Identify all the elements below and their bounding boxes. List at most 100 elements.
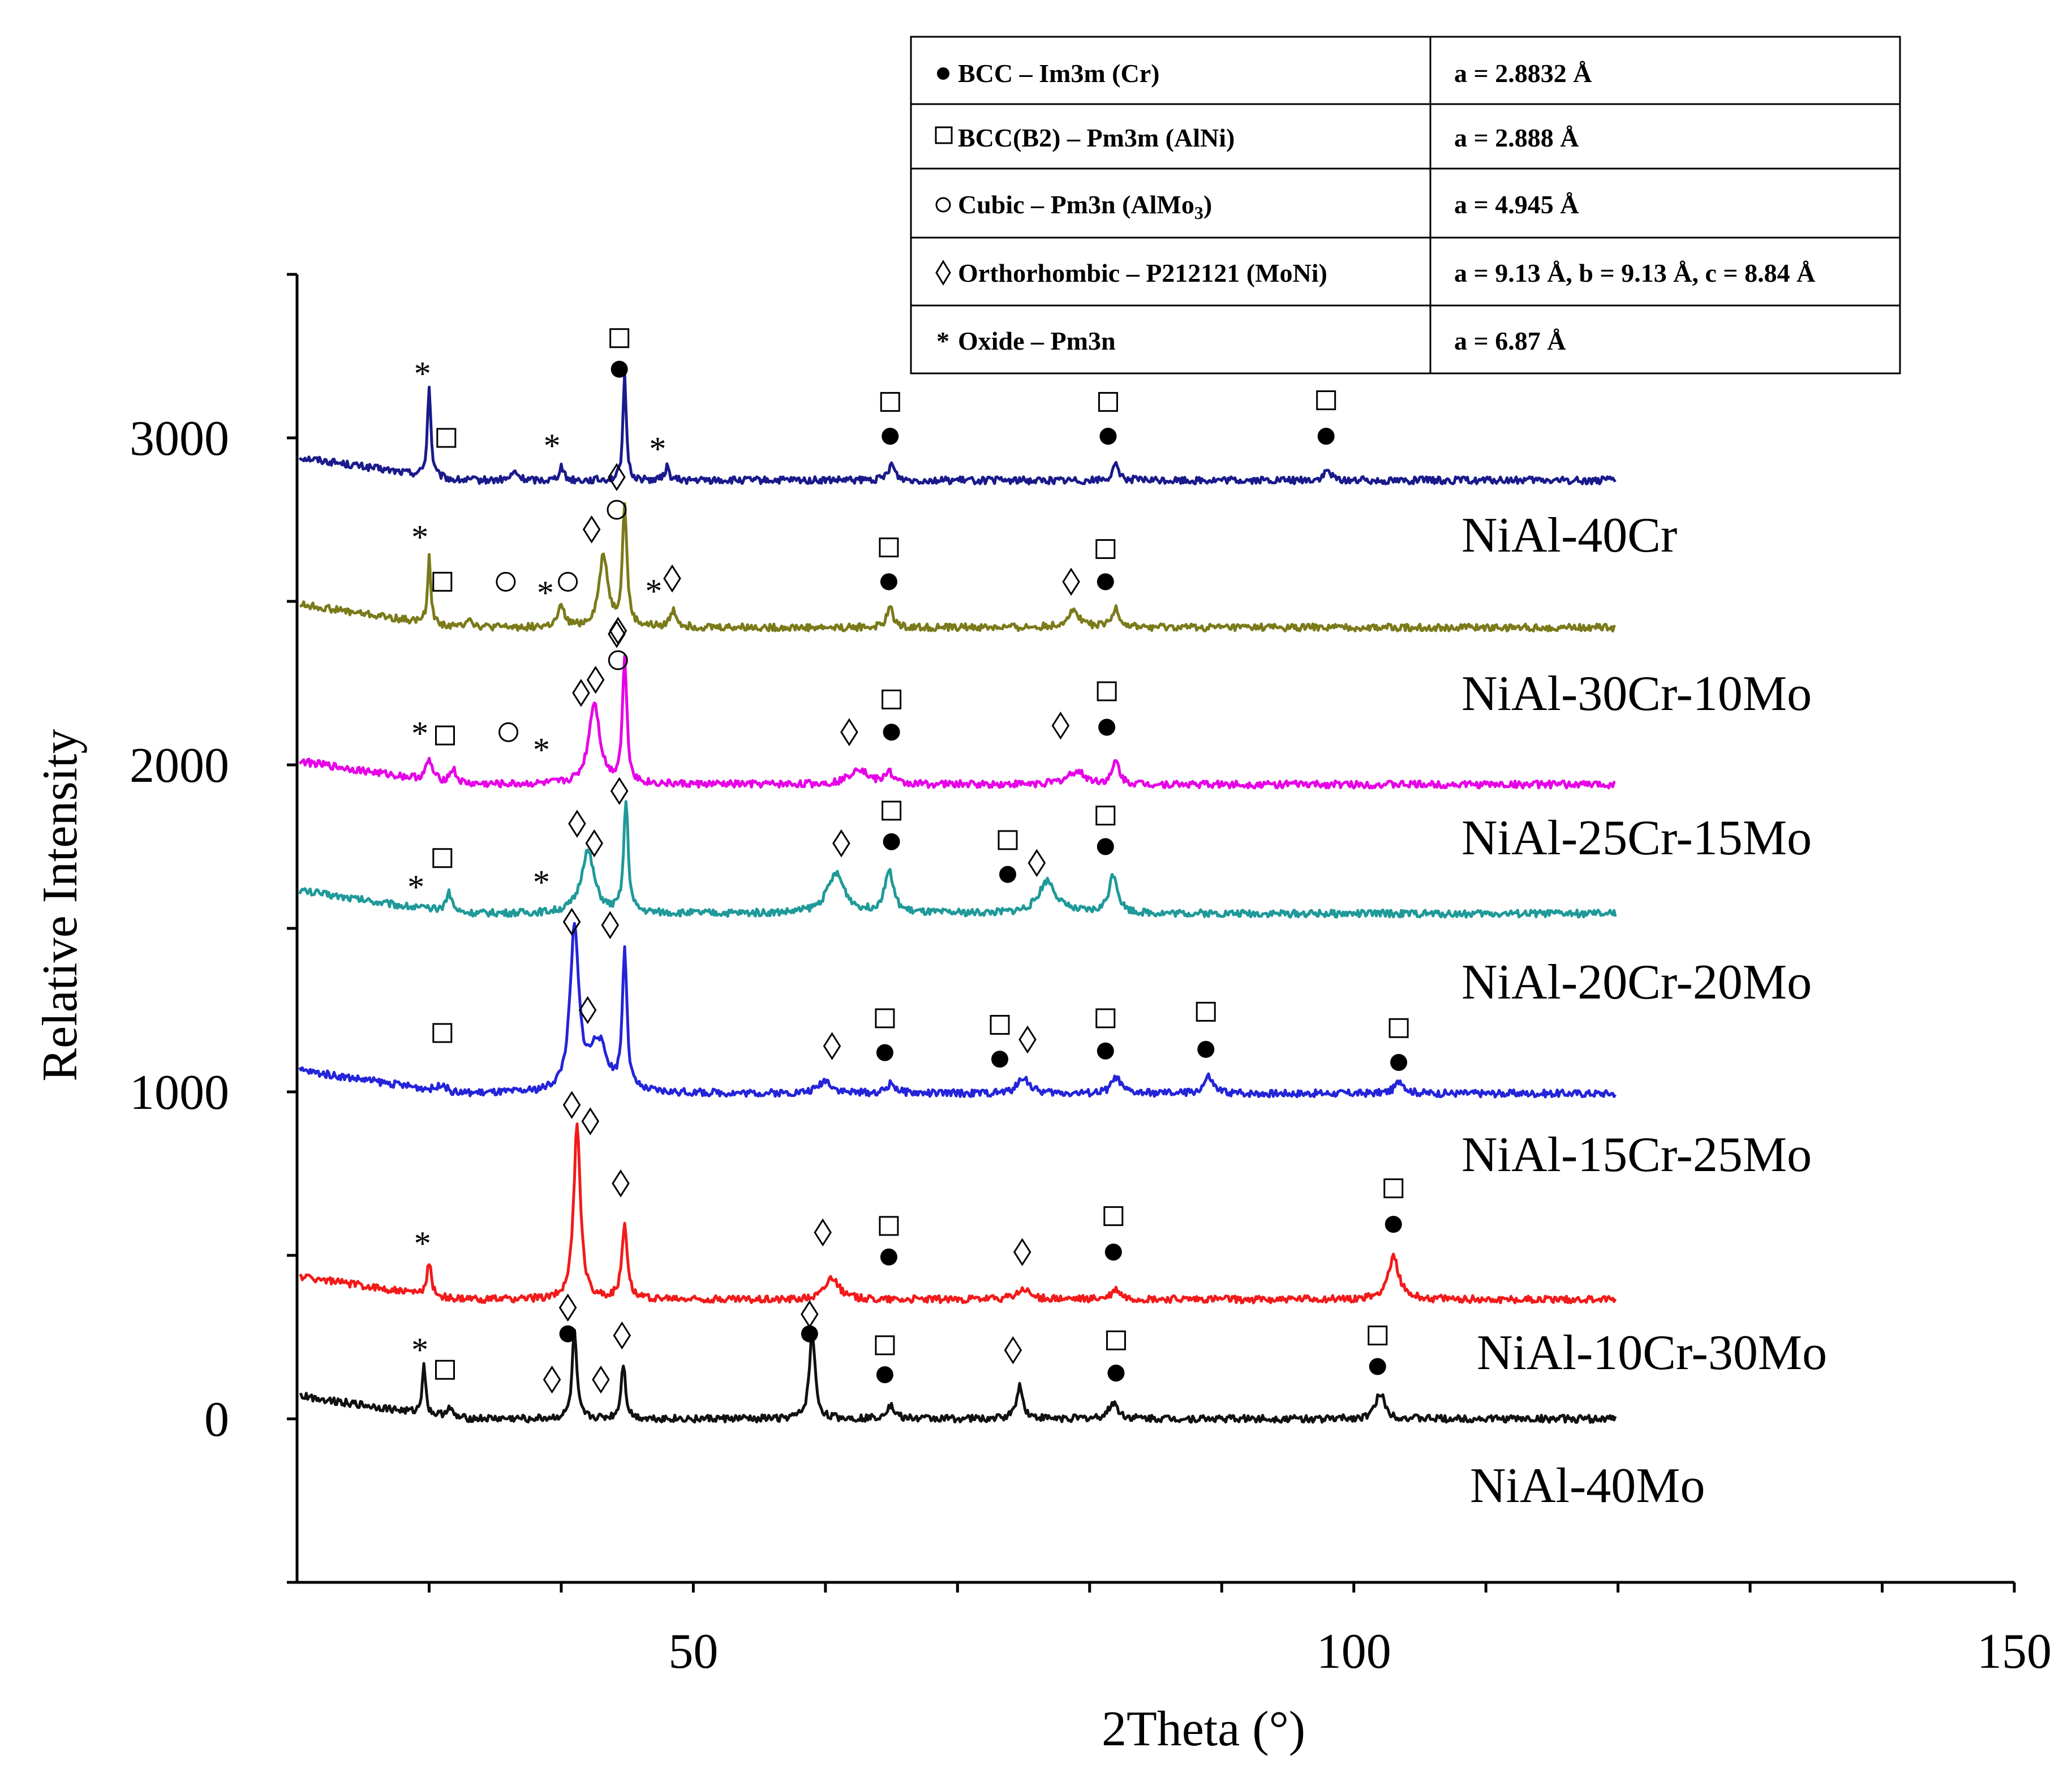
star-marker: * (414, 355, 431, 393)
star-marker: * (645, 573, 662, 610)
filled-circle-marker (1104, 1243, 1122, 1261)
x-tick-label: 100 (1317, 1624, 1391, 1679)
series-label: NiAl-30Cr-10Mo (1461, 666, 1812, 721)
diamond-marker (543, 1365, 561, 1394)
filled-circle-marker (883, 833, 900, 850)
legend-filled-circle-icon (937, 67, 949, 80)
square-marker (1095, 539, 1116, 560)
filled-circle-marker (1197, 1040, 1215, 1058)
series-line (299, 1327, 1617, 1424)
square-marker (990, 1015, 1010, 1035)
square-marker (1316, 390, 1336, 411)
filled-circle-marker (1107, 1365, 1125, 1382)
filled-circle-marker (1097, 573, 1114, 591)
series-line (298, 800, 1617, 919)
square-marker (1095, 806, 1116, 826)
filled-circle-marker (991, 1051, 1009, 1068)
star-marker: * (533, 863, 550, 901)
diamond-marker (572, 679, 590, 707)
diamond-marker (586, 665, 605, 694)
filled-circle-marker (883, 724, 900, 741)
series-label: NiAl-40Cr (1461, 508, 1677, 563)
square-marker (1368, 1326, 1388, 1346)
square-marker (875, 1335, 895, 1355)
phase-markers: * * * * * * * * * * * * (407, 328, 1409, 1394)
open-circle-marker (608, 650, 628, 670)
legend-star-icon: * (936, 326, 949, 355)
legend-open-circle-icon (935, 197, 951, 213)
filled-circle-marker (1317, 428, 1335, 445)
filled-circle-marker (1098, 718, 1116, 736)
filled-circle-marker (876, 1366, 893, 1383)
open-circle-marker (607, 500, 627, 520)
square-marker (432, 571, 453, 592)
filled-circle-marker (1390, 1053, 1408, 1071)
legend-phase-label: Orthorhombic – P212121 (MoNi) (958, 259, 1327, 287)
legend-lattice-label: a = 2.8832 Å (1454, 59, 1592, 88)
diamond-marker (585, 829, 604, 858)
legend-square-icon (935, 126, 953, 144)
star-marker: * (537, 574, 554, 612)
square-marker (1106, 1330, 1126, 1350)
y-tick-label: 3000 (130, 411, 229, 466)
star-marker: * (533, 731, 550, 768)
open-circle-marker (498, 722, 519, 742)
filled-circle-marker (1369, 1358, 1386, 1375)
star-marker: * (649, 431, 666, 468)
legend-border (910, 36, 1901, 375)
square-marker (1383, 1178, 1404, 1199)
diamond-marker (1051, 711, 1070, 740)
square-marker (880, 391, 900, 412)
diamond-marker (608, 463, 626, 492)
star-marker: * (407, 868, 424, 906)
series-labels: NiAl-40Cr NiAl-30Cr-10Mo NiAl-25Cr-15Mo NiA… (1461, 508, 1827, 1513)
filled-circle-marker (1097, 838, 1114, 855)
square-marker (879, 1216, 899, 1236)
y-tick-label: 0 (204, 1392, 229, 1447)
x-tick-label: 150 (1977, 1624, 2052, 1679)
diamond-marker (1062, 567, 1080, 596)
diamond-marker (578, 996, 597, 1025)
y-tick-label: 1000 (130, 1065, 229, 1120)
diamond-marker (801, 1300, 819, 1328)
square-marker (882, 689, 902, 709)
diamond-marker (1013, 1238, 1031, 1267)
series-line (298, 922, 1617, 1099)
square-marker (1389, 1018, 1409, 1038)
square-marker (1097, 681, 1117, 702)
square-marker (1095, 1008, 1116, 1028)
filled-circle-marker (1099, 428, 1117, 445)
filled-circle-marker (1097, 1042, 1114, 1060)
diamond-marker (613, 1321, 631, 1350)
diamond-marker (568, 810, 586, 838)
diamond-marker (562, 907, 581, 936)
diamond-marker (582, 515, 601, 544)
phase-legend-table: BCC – Im3m (Cr) a = 2.8832 Å BCC(B2) – P… (910, 36, 1901, 375)
diamond-marker (663, 564, 681, 593)
diamond-marker (814, 1218, 832, 1247)
filled-circle-marker (611, 360, 628, 378)
series-label: NiAl-40Mo (1470, 1458, 1705, 1513)
x-axis-title: 2Theta (°) (1102, 1702, 1305, 1757)
legend-phase-label: Oxide – Pm3n (958, 326, 1116, 355)
diamond-marker (601, 911, 620, 940)
diamond-marker (581, 1107, 600, 1135)
filled-circle-marker (876, 1044, 893, 1061)
diamond-marker (840, 718, 858, 746)
diamond-marker (1018, 1025, 1037, 1054)
square-marker (436, 428, 457, 448)
filled-circle-marker (999, 866, 1017, 883)
square-marker (1098, 391, 1118, 412)
diamond-marker (610, 777, 629, 806)
star-marker: * (544, 427, 561, 464)
legend-lattice-label: a = 2.888 Å (1454, 123, 1579, 152)
diamond-marker (1028, 849, 1046, 877)
series-line (299, 502, 1617, 632)
square-marker (432, 848, 453, 868)
series-label: NiAl-25Cr-15Mo (1461, 811, 1812, 866)
series-label: NiAl-10Cr-30Mo (1477, 1326, 1827, 1380)
series-label: NiAl-15Cr-25Mo (1461, 1128, 1812, 1182)
star-marker: * (411, 715, 428, 752)
diamond-marker (612, 1169, 630, 1198)
series-line (298, 654, 1616, 790)
